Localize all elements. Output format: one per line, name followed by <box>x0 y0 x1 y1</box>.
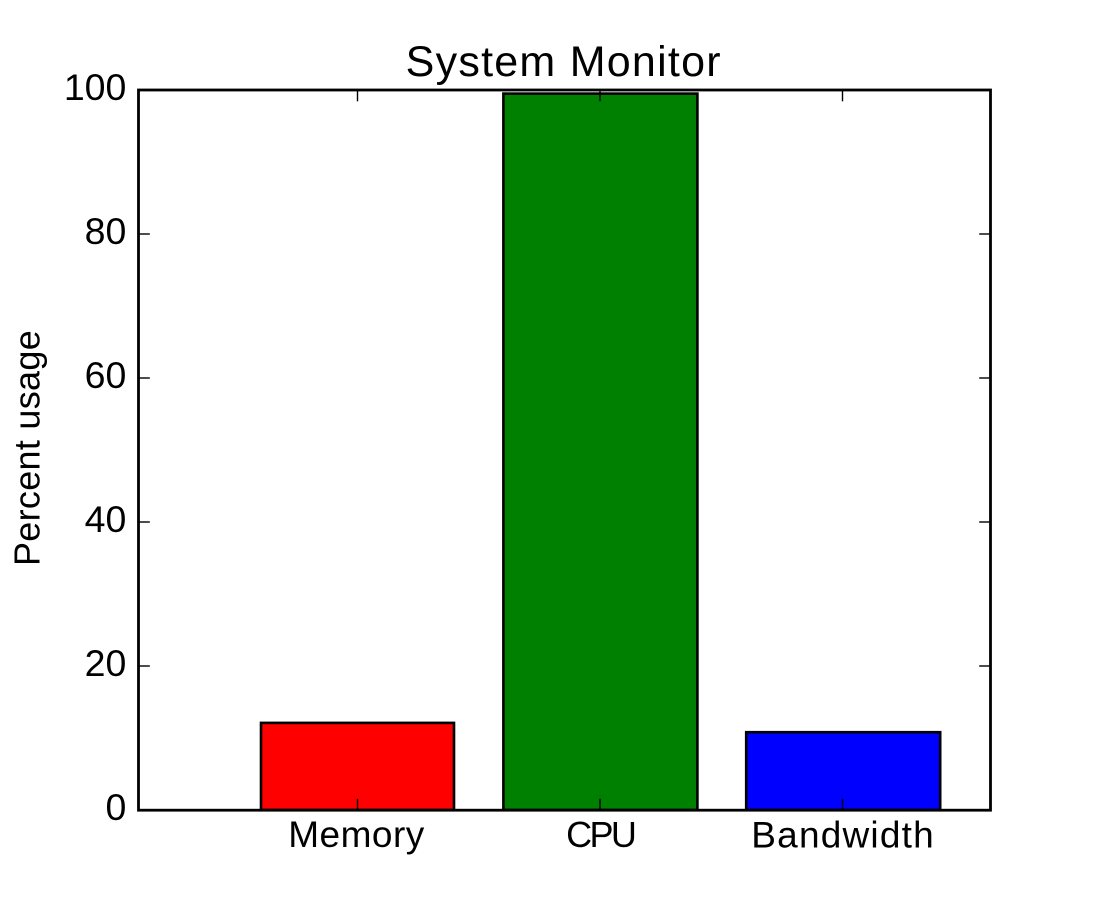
svg-text:40: 40 <box>85 498 127 540</box>
svg-text:CPU: CPU <box>566 814 635 855</box>
svg-text:System Monitor: System Monitor <box>406 38 722 86</box>
svg-text:0: 0 <box>106 786 127 828</box>
svg-text:100: 100 <box>64 66 127 108</box>
svg-text:Bandwidth: Bandwidth <box>751 814 935 855</box>
svg-text:Percent usage: Percent usage <box>7 330 48 566</box>
svg-text:20: 20 <box>85 642 127 684</box>
svg-text:80: 80 <box>85 210 127 252</box>
svg-text:Memory: Memory <box>288 814 425 855</box>
svg-text:60: 60 <box>85 354 127 396</box>
